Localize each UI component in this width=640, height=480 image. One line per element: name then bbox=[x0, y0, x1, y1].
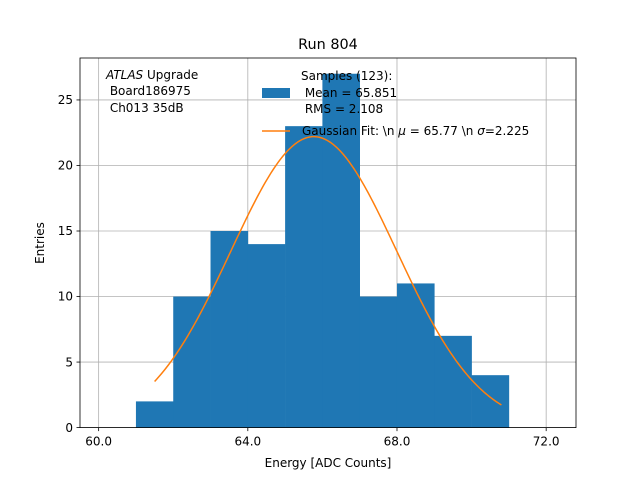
histogram-bar bbox=[135, 401, 174, 428]
legend: Samples (123): Mean = 65.851 RMS = 2.108… bbox=[262, 69, 529, 138]
y-axis-label: Entries bbox=[33, 222, 47, 264]
annotation-line-3: Ch013 35dB bbox=[106, 101, 184, 115]
annotation-line-2: Board186975 bbox=[106, 84, 191, 98]
plot-area-frame bbox=[79, 57, 577, 429]
histogram-bars bbox=[135, 73, 510, 428]
gaussian-fit-curve bbox=[154, 135, 502, 406]
histogram-bar bbox=[322, 73, 360, 428]
x-tick-label: 64.0 bbox=[234, 435, 261, 449]
x-tick-label: 68.0 bbox=[384, 435, 411, 449]
y-tick-label: 10 bbox=[58, 290, 73, 304]
histogram-bar bbox=[396, 283, 435, 428]
legend-fit-mu-value: = 65.77 \n bbox=[406, 124, 477, 138]
y-axis-ticks: 0 5 10 15 20 25 bbox=[58, 93, 80, 435]
x-axis-label: Energy [ADC Counts] bbox=[265, 456, 392, 470]
gaussian-fit-line bbox=[154, 135, 502, 406]
x-axis-ticks: 60.0 64.0 68.0 72.0 bbox=[85, 427, 560, 449]
atlas-annotation: ATLAS Upgrade Board186975 Ch013 35dB bbox=[105, 68, 198, 115]
legend-hist-label-line-3: RMS = 2.108 bbox=[301, 102, 383, 116]
legend-fit-mu: μ bbox=[397, 124, 406, 138]
legend-fit-label: Gaussian Fit: \n μ = 65.77 \n σ=2.225 bbox=[302, 124, 529, 138]
y-tick-label: 25 bbox=[58, 93, 73, 107]
annotation-atlas-italic: ATLAS bbox=[105, 68, 144, 82]
annotation-upgrade: Upgrade bbox=[143, 68, 198, 82]
y-tick-label: 15 bbox=[58, 224, 73, 238]
legend-hist-label-line-1: Samples (123): bbox=[301, 69, 392, 83]
y-tick-label: 5 bbox=[65, 355, 73, 369]
histogram-bar bbox=[359, 296, 398, 428]
histogram-bar bbox=[247, 244, 286, 428]
x-tick-label: 60.0 bbox=[85, 435, 112, 449]
y-tick-label: 20 bbox=[58, 159, 73, 173]
histogram-bar bbox=[285, 126, 323, 428]
histogram-bar bbox=[210, 231, 249, 428]
legend-fit-sigma-value: =2.225 bbox=[485, 124, 529, 138]
y-tick-label: 0 bbox=[65, 421, 73, 435]
histogram-bar bbox=[471, 375, 510, 428]
x-tick-label: 72.0 bbox=[533, 435, 560, 449]
histogram-bar bbox=[173, 296, 211, 428]
legend-hist-swatch bbox=[262, 88, 290, 98]
legend-fit-sigma: σ bbox=[477, 124, 485, 138]
histogram-bar bbox=[434, 335, 472, 428]
legend-fit-prefix: Gaussian Fit: \n bbox=[302, 124, 398, 138]
chart-title: Run 804 bbox=[298, 37, 358, 53]
annotation-line-1: ATLAS Upgrade bbox=[105, 68, 198, 82]
legend-hist-label-line-2: Mean = 65.851 bbox=[301, 86, 397, 100]
